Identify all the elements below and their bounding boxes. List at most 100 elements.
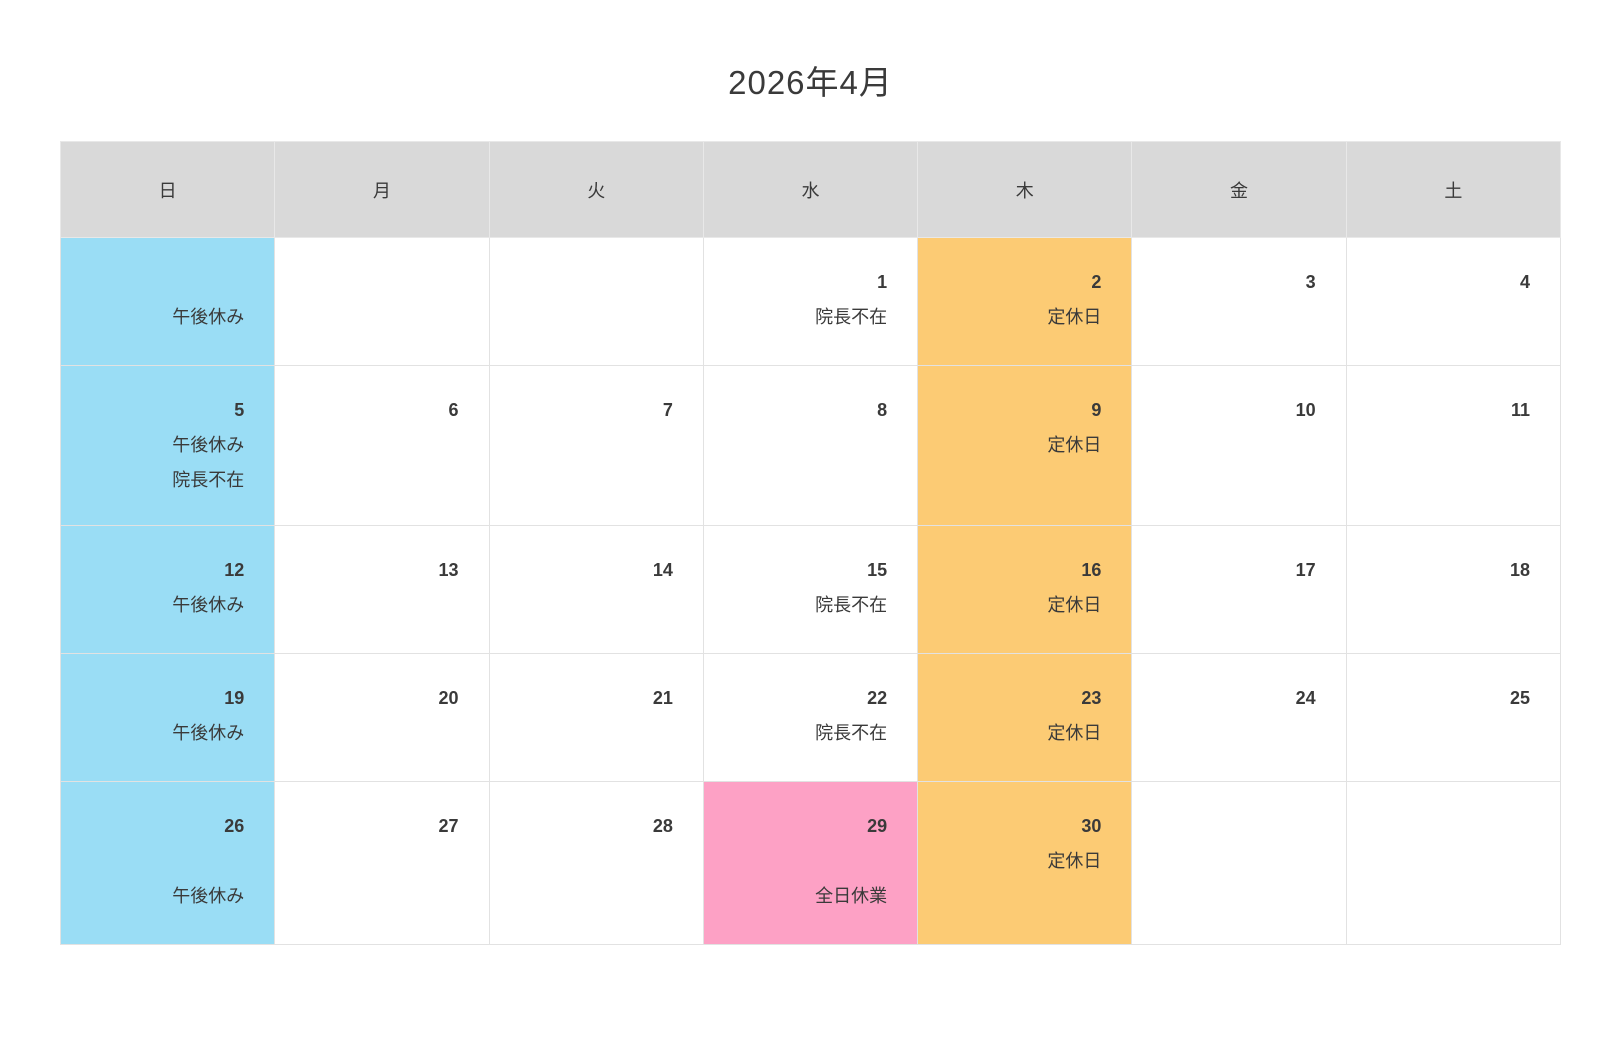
day-number: 23 — [1081, 688, 1102, 708]
weekday-header-6: 土 — [1345, 141, 1562, 238]
day-number: 30 — [1081, 816, 1102, 836]
day-number: 11 — [1510, 400, 1530, 420]
day-event: 院長不在 — [815, 595, 888, 615]
day-number: 22 — [867, 688, 888, 708]
day-number: 21 — [652, 688, 673, 708]
day-event: 午後休み — [172, 595, 245, 615]
day-cell: 12 午後休み — [59, 525, 276, 654]
day-number: 27 — [438, 816, 459, 836]
day-event — [714, 844, 887, 879]
day-cell: 11 — [1345, 365, 1562, 526]
day-cell: 21 — [488, 653, 704, 782]
week-row-1: 5 午後休み院長不在 6 7 8 9 定休日 10 11 — [59, 365, 1562, 526]
weekday-header-1: 月 — [274, 141, 490, 238]
day-event: 定休日 — [1047, 723, 1102, 743]
day-number: 5 — [234, 400, 245, 420]
day-number: 9 — [1091, 400, 1102, 420]
day-event: 午後休み — [172, 307, 245, 327]
weekday-header-5: 金 — [1131, 141, 1347, 238]
day-number: 19 — [224, 688, 245, 708]
calendar-title: 2026年4月 — [728, 64, 893, 101]
day-cell: 15 院長不在 — [702, 525, 919, 654]
week-row-2: 12 午後休み 13 14 15 院長不在 16 定休日 17 18 — [59, 525, 1562, 654]
day-cell: 午後休み — [59, 237, 276, 366]
day-event: 定休日 — [1047, 307, 1102, 327]
day-number: 3 — [1305, 272, 1316, 292]
day-event: 午後休み — [172, 723, 245, 743]
day-number: 15 — [867, 560, 888, 580]
day-number: 16 — [1081, 560, 1102, 580]
day-cell: 26 午後休み — [59, 781, 276, 945]
day-number: 29 — [867, 816, 888, 836]
day-number: 17 — [1295, 560, 1316, 580]
day-cell — [274, 237, 490, 366]
day-number: 25 — [1509, 688, 1530, 708]
day-cell: 27 — [274, 781, 490, 945]
day-cell: 8 — [702, 365, 919, 526]
day-cell: 7 — [488, 365, 704, 526]
day-event: 定休日 — [1047, 435, 1102, 455]
day-cell — [488, 237, 704, 366]
day-cell: 19 午後休み — [59, 653, 276, 782]
day-event: 定休日 — [1047, 595, 1102, 615]
day-event: 全日休業 — [815, 886, 888, 906]
day-cell: 10 — [1131, 365, 1347, 526]
calendar-header: 日月火水木金土 — [59, 141, 1562, 238]
day-cell: 5 午後休み院長不在 — [59, 365, 276, 526]
day-event: 院長不在 — [172, 470, 245, 490]
day-cell: 3 — [1131, 237, 1347, 366]
day-cell — [1131, 781, 1347, 945]
day-cell: 1 院長不在 — [702, 237, 919, 366]
day-cell: 17 — [1131, 525, 1347, 654]
day-event: 午後休み — [172, 886, 245, 906]
day-cell: 24 — [1131, 653, 1347, 782]
day-event: 定休日 — [1047, 851, 1102, 871]
week-row-0: 午後休み 1 院長不在 2 定休日 3 4 — [59, 237, 1562, 366]
weekday-header-0: 日 — [59, 141, 276, 238]
day-number — [71, 265, 244, 300]
day-cell: 6 — [274, 365, 490, 526]
day-number: 4 — [1519, 272, 1530, 292]
day-cell: 29 全日休業 — [702, 781, 919, 945]
day-number: 2 — [1091, 272, 1102, 292]
weekday-row: 日月火水木金土 — [59, 141, 1562, 238]
weekday-header-4: 木 — [917, 141, 1133, 238]
day-number — [500, 265, 673, 300]
day-cell: 28 — [488, 781, 704, 945]
day-cell: 22 院長不在 — [702, 653, 919, 782]
day-number: 24 — [1295, 688, 1316, 708]
day-event — [71, 844, 244, 879]
week-row-3: 19 午後休み 20 21 22 院長不在 23 定休日 24 25 — [59, 653, 1562, 782]
day-number: 6 — [448, 400, 459, 420]
day-cell: 16 定休日 — [917, 525, 1133, 654]
day-event: 院長不在 — [815, 307, 888, 327]
day-cell — [1345, 781, 1562, 945]
weekday-header-2: 火 — [488, 141, 704, 238]
day-cell: 13 — [274, 525, 490, 654]
day-number: 26 — [224, 816, 245, 836]
day-number: 18 — [1509, 560, 1530, 580]
day-number — [1357, 809, 1530, 844]
day-number: 1 — [877, 272, 888, 292]
day-cell: 14 — [488, 525, 704, 654]
day-number: 14 — [652, 560, 673, 580]
day-number — [1142, 809, 1315, 844]
day-event: 午後休み — [172, 435, 245, 455]
day-number: 8 — [877, 400, 888, 420]
day-number: 28 — [652, 816, 673, 836]
day-cell: 20 — [274, 653, 490, 782]
calendar-body: 午後休み 1 院長不在 2 定休日 3 4 5 午後休み 院長不在 6 7 8 9 定休日 10 11 12 午後休… — [59, 237, 1562, 945]
day-number: 10 — [1295, 400, 1316, 420]
day-number: 12 — [224, 560, 245, 580]
day-number: 13 — [438, 560, 459, 580]
day-event: 院長不在 — [815, 723, 888, 743]
day-cell: 18 — [1345, 525, 1562, 654]
day-cell: 9 定休日 — [917, 365, 1133, 526]
day-cell: 2 定休日 — [917, 237, 1133, 366]
day-cell: 23 定休日 — [917, 653, 1133, 782]
day-cell: 4 — [1345, 237, 1562, 366]
week-row-4: 26 午後休み 27 28 29 全日休業 30 定休日 — [59, 781, 1562, 945]
calendar-table: 日月火水木金土 午後休み 1 院長不在 2 定休日 3 4 5 午後休み 院長不在 6 7 8 9 定休日 1… — [59, 141, 1562, 945]
day-number — [285, 265, 458, 300]
